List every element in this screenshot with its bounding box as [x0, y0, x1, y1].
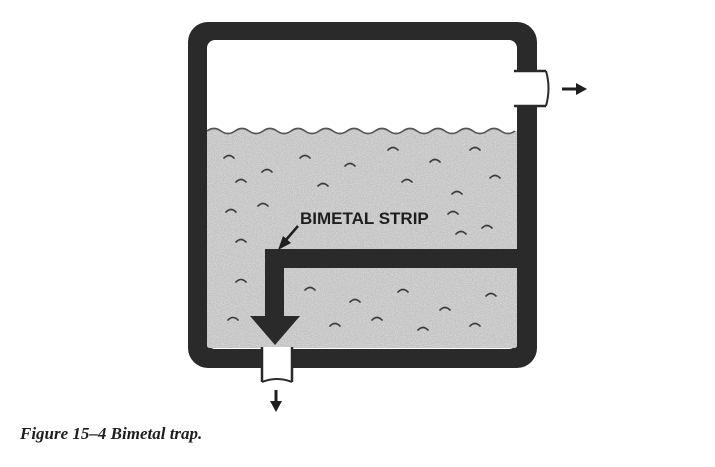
valve-plug [250, 316, 300, 345]
outlet-flow-arrow [562, 83, 587, 95]
drain-flow-arrow [270, 390, 282, 412]
condensate-water [206, 127, 517, 348]
steam-outlet-pipe [514, 69, 550, 108]
bimetal-strip [265, 249, 518, 324]
drain-outlet-pipe [260, 347, 294, 383]
bimetal-strip-pointer [278, 225, 299, 250]
figure-caption: Figure 15–4 Bimetal trap. [20, 424, 203, 443]
water-surface [206, 127, 516, 135]
bimetal-strip-label: BIMETAL STRIP [300, 209, 429, 228]
